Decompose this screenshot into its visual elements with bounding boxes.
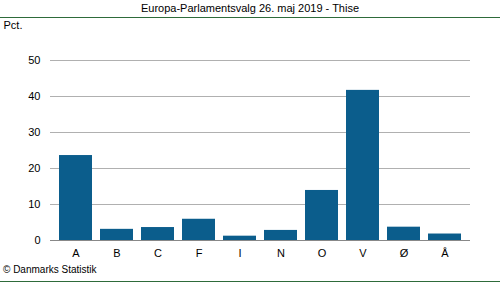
svg-text:O: O	[318, 247, 327, 259]
svg-text:A: A	[72, 247, 80, 259]
svg-text:N: N	[277, 247, 285, 259]
html-text:© Danmarks Statistik: © Danmarks Statistik	[3, 264, 97, 275]
svg-text:I: I	[238, 247, 241, 259]
svg-text:Pct.: Pct.	[4, 19, 23, 31]
svg-text:B: B	[113, 247, 120, 259]
svg-text:F: F	[196, 247, 203, 259]
svg-text:30: 30	[28, 126, 40, 138]
svg-text:10: 10	[28, 198, 40, 210]
svg-text:C: C	[154, 247, 162, 259]
svg-text:20: 20	[28, 162, 40, 174]
svg-text:Ø: Ø	[400, 247, 409, 259]
svg-text:V: V	[359, 247, 367, 259]
html-text:Europa-Parlamentsvalg 26. maj: Europa-Parlamentsvalg 26. maj 2019 - Thi…	[141, 2, 359, 14]
svg-text:40: 40	[28, 90, 40, 102]
svg-text:50: 50	[28, 54, 40, 66]
svg-text:0: 0	[34, 234, 40, 246]
svg-text:Å: Å	[441, 247, 449, 259]
